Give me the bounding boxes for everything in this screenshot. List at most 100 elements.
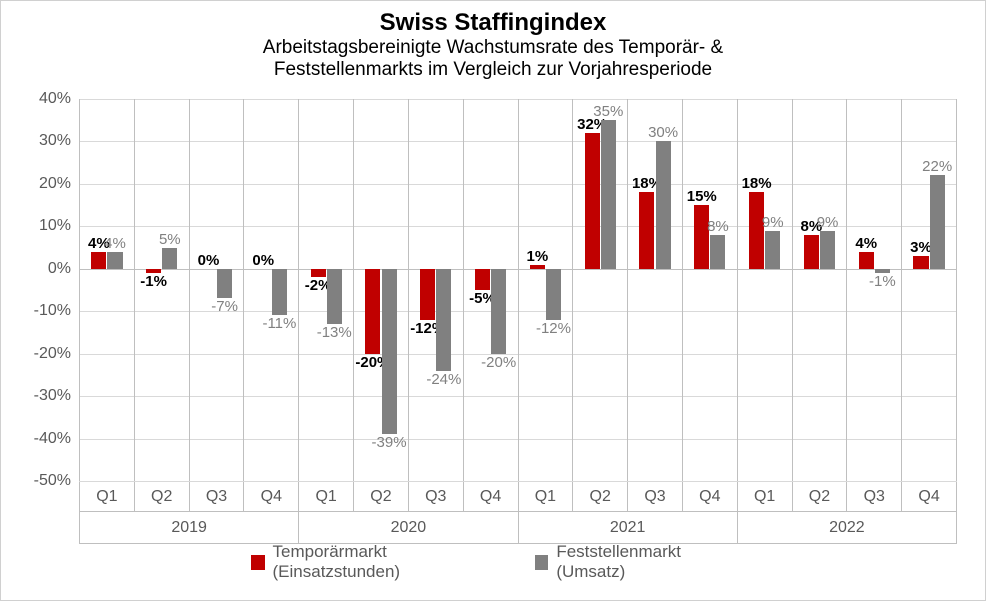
x-tick-year: 2020 [298,512,517,544]
chart-subtitle-line2: Feststellenmarkts im Vergleich zur Vorja… [9,59,977,81]
x-tick-quarter: Q1 [519,482,573,511]
quarter-cell: -5%-20% [463,99,518,481]
x-axis-quarter-group: Q1Q2Q3Q4 [518,482,737,511]
chart-legend: Temporärmarkt (Einsatzstunden) Feststell… [251,542,735,582]
bar-label-series1: -11% [262,315,296,332]
bar-label-series0: 4% [855,235,877,252]
bar-label-series1: -7% [211,298,238,315]
bar-label-series1: -12% [536,320,571,337]
quarter-cell: 1% -12% [519,99,573,481]
bar-series0 [913,256,928,269]
legend-item-series0: Temporärmarkt (Einsatzstunden) [251,542,495,582]
x-axis-quarter-group: Q1Q2Q3Q4 [737,482,957,511]
y-tick-label: 10% [39,217,79,235]
y-tick-label: -10% [34,302,79,320]
x-tick-quarter: Q2 [134,482,189,511]
bar-series1 [107,252,122,269]
bar-series1 [272,269,287,316]
x-tick-quarter: Q4 [682,482,737,511]
bar-series0 [311,269,326,277]
x-tick-year: 2019 [79,512,298,544]
bar-series0 [475,269,490,290]
y-tick-label: 40% [39,90,79,108]
bar-series0 [420,269,435,320]
x-tick-year: 2022 [737,512,957,544]
bar-label-series0: 0% [252,252,274,269]
y-tick-label: -30% [34,387,79,405]
year-group: 1%-12%32%35%18%30%15%8% [518,99,737,481]
bar-label-series1: -1% [869,273,896,290]
year-group: 18%9%8%9%4%-1%3%22% [737,99,957,481]
bar-label-series1: -13% [317,324,352,341]
quarter-cell: -12%-24% [408,99,463,481]
bar-series1 [765,231,780,269]
bar-label-series1: 4% [104,235,126,252]
x-tick-quarter: Q3 [408,482,463,511]
bar-series0 [530,265,545,269]
quarter-cell: -20%-39% [353,99,408,481]
bar-series0 [639,192,654,268]
bar-series0 [585,133,600,269]
x-tick-quarter: Q1 [299,482,353,511]
legend-label-series1: Feststellenmarkt (Umsatz) [556,542,735,582]
bar-series1 [820,231,835,269]
bar-label-series1: -39% [372,434,407,451]
quarter-cell: -1% 5% [134,99,189,481]
quarter-cell: -2%-13% [299,99,353,481]
bar-label-series0: 0% [198,252,220,269]
quarter-cell: 3%22% [901,99,956,481]
chart-container: Swiss Staffingindex Arbeitstagsbereinigt… [9,9,977,592]
bars-area: 4%4%-1%5%0%-7%0%-11%-2%-13%-20%-39%-12%-… [79,99,957,481]
legend-item-series1: Feststellenmarkt (Umsatz) [535,542,735,582]
bar-label-series1: 9% [762,214,784,231]
bar-series0 [91,252,106,269]
year-group: -2%-13%-20%-39%-12%-24%-5%-20% [298,99,517,481]
x-axis-quarters: Q1Q2Q3Q4Q1Q2Q3Q4Q1Q2Q3Q4Q1Q2Q3Q4 [79,482,957,512]
x-axis-quarter-group: Q1Q2Q3Q4 [79,482,298,511]
x-tick-quarter: Q2 [572,482,627,511]
y-tick-label: 20% [39,175,79,193]
bar-label-series1: 9% [817,214,839,231]
x-tick-quarter: Q2 [353,482,408,511]
bar-label-series1: -24% [426,371,461,388]
quarter-cell: 18% 9% [738,99,792,481]
bar-series1 [436,269,451,371]
bar-series0 [804,235,819,269]
bar-label-series0: 15% [687,188,717,205]
bar-series1 [656,141,671,268]
quarter-cell: 0% -11% [243,99,298,481]
bar-series1 [491,269,506,354]
bar-series1 [930,175,945,268]
bar-label-series1: 35% [593,103,623,120]
bar-series1 [546,269,561,320]
bar-series0 [694,205,709,269]
quarter-cell: 15% 8% [682,99,737,481]
bar-label-series1: 22% [922,158,952,175]
x-axis-years: 2019202020212022 [79,512,957,544]
bar-series1 [382,269,397,435]
x-tick-quarter: Q4 [901,482,956,511]
quarter-cell: 4% -1% [846,99,901,481]
bar-label-series0: 18% [742,175,772,192]
bar-label-series1: 8% [707,218,729,235]
quarter-cell: 18%30% [627,99,682,481]
bar-label-series0: -1% [140,273,167,290]
bar-label-series1: -20% [481,354,516,371]
legend-label-series0: Temporärmarkt (Einsatzstunden) [273,542,495,582]
x-tick-quarter: Q1 [80,482,134,511]
bar-label-series0: 1% [526,248,548,265]
x-tick-quarter: Q4 [463,482,518,511]
bar-label-series1: 5% [159,231,181,248]
x-tick-year: 2021 [518,512,737,544]
bar-series1 [710,235,725,269]
y-tick-label: 30% [39,132,79,150]
bar-series0 [749,192,764,268]
y-tick-label: 0% [48,260,79,278]
bar-series0 [365,269,380,354]
chart-title: Swiss Staffingindex [9,9,977,37]
y-tick-label: -50% [34,472,79,490]
quarter-cell: 8%9% [792,99,847,481]
chart-subtitle-line1: Arbeitstagsbereinigte Wachstumsrate des … [9,37,977,59]
x-tick-quarter: Q3 [846,482,901,511]
year-group: 4%4%-1%5%0%-7%0%-11% [79,99,298,481]
